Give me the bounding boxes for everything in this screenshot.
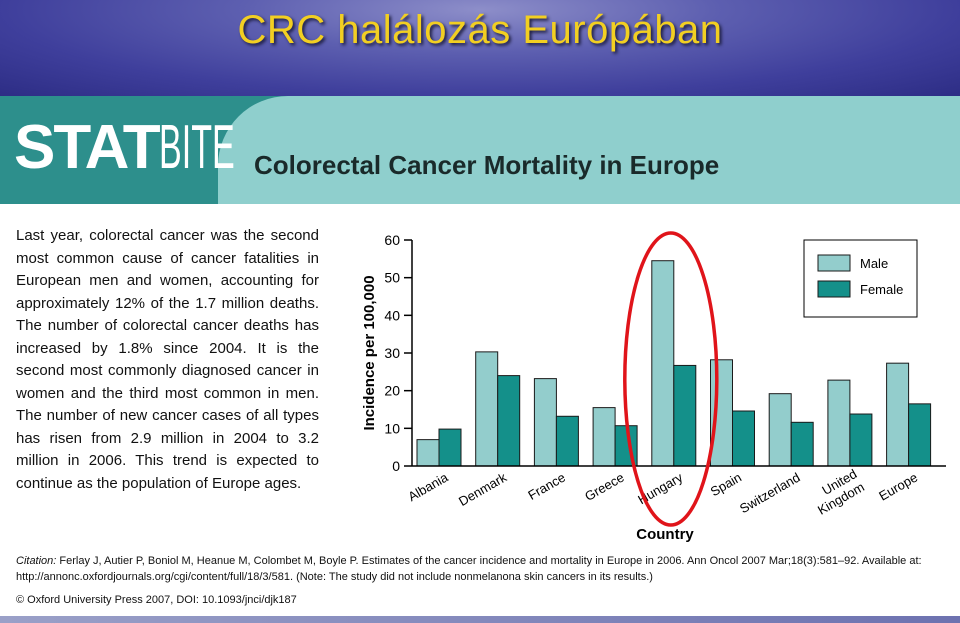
bar-female-switzerland: [790, 421, 814, 467]
x-tick-label: France: [525, 470, 568, 503]
slide-title-band: [0, 0, 960, 96]
y-tick-label: 0: [392, 458, 400, 474]
bar-female-spain: [732, 410, 755, 467]
legend-swatch-female: [817, 280, 851, 298]
header-title-panel: [218, 96, 960, 204]
bar-female-denmark: [497, 375, 521, 467]
x-tick-label-line: Hungary: [635, 469, 685, 507]
x-tick-label: Switzerland: [737, 470, 803, 517]
citation-label: Citation:: [16, 555, 57, 567]
bar-female-france: [555, 415, 579, 467]
citation-text: Ferlay J, Autier P, Boniol M, Heanue M, …: [16, 555, 922, 583]
bar-female-europe: [908, 403, 932, 467]
bar-male-france: [533, 378, 557, 467]
x-tick-label-line: Albania: [405, 469, 451, 504]
x-tick-label-line: Spain: [708, 470, 744, 500]
citation: Citation: Ferlay J, Autier P, Boniol M, …: [16, 553, 951, 585]
statbite-logo: STATBITE: [14, 108, 296, 188]
bar-female-albania: [438, 428, 462, 467]
y-tick-label: 20: [384, 383, 400, 399]
slide-title: CRC halálozás Európában: [237, 8, 723, 52]
x-tick-label: Hungary: [635, 469, 685, 507]
bar-chart: 0 10 20 30 40 50 60 Incidence per 100,000 Albani…: [361, 231, 946, 543]
copyright-notice: © Oxford University Press 2007, DOI: 10.…: [16, 594, 297, 606]
legend-box: [803, 239, 918, 318]
legend-swatch-male: [817, 254, 851, 272]
legend-label-female: Female: [860, 282, 903, 297]
bar-male-united-kingdom: [827, 379, 851, 467]
y-tick-label: 50: [384, 270, 400, 286]
bar-male-hungary: [651, 260, 675, 467]
x-tick-label: Greece: [582, 470, 626, 504]
x-tick-label-line: France: [525, 470, 568, 503]
highlight-ellipse: [623, 231, 719, 527]
bar-male-spain: [710, 359, 733, 467]
x-tick-label: Denmark: [456, 469, 510, 509]
y-tick-label: 40: [384, 307, 400, 323]
y-axis-title: Incidence per 100,000: [361, 275, 378, 430]
bar-male-europe: [886, 362, 910, 467]
bar-male-albania: [416, 439, 440, 467]
y-tick-label: 30: [384, 345, 400, 361]
body-paragraph: Last year, colorectal cancer was the sec…: [16, 227, 319, 492]
y-tick-label: 10: [384, 420, 400, 436]
article-title: Colorectal Cancer Mortality in Europe: [254, 150, 720, 180]
y-tick-label: 60: [384, 232, 400, 248]
legend-label-male: Male: [860, 256, 888, 271]
bar-female-united-kingdom: [849, 413, 873, 467]
x-tick-label-line: Denmark: [456, 469, 510, 509]
x-tick-label: Europe: [876, 470, 920, 504]
x-tick-label: UnitedKingdom: [807, 466, 866, 518]
x-tick-label: Spain: [708, 470, 744, 500]
bar-male-greece: [592, 407, 616, 467]
x-tick-label-line: Greece: [582, 470, 626, 504]
bar-male-switzerland: [768, 393, 792, 467]
bar-male-denmark: [475, 351, 499, 467]
x-tick-label-line: Europe: [876, 470, 920, 504]
x-tick-label: Albania: [405, 469, 451, 504]
logo-bold-text: STAT: [14, 113, 161, 182]
x-tick-label-line: Switzerland: [737, 470, 803, 517]
bottom-divider: [0, 616, 960, 623]
bar-female-hungary: [673, 364, 697, 467]
x-axis-title: Country: [636, 526, 694, 543]
logo-light-text: BITE: [158, 113, 235, 182]
